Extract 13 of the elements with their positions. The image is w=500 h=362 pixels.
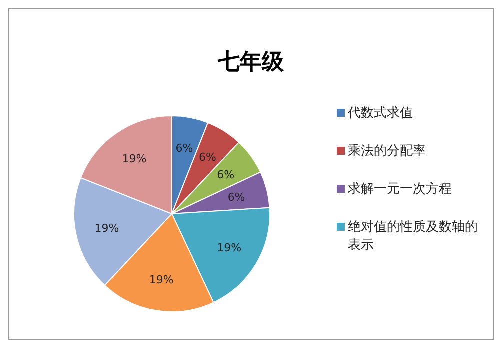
data-label: 19% [217,241,242,254]
legend-label: 乘法的分配率 [348,143,426,160]
chart-title: 七年级 [216,48,285,77]
data-label: 6% [176,142,194,156]
legend-label: 代数式求值 [348,105,413,122]
data-label: 6% [198,151,216,164]
data-label: 6% [217,168,235,182]
data-label: 6% [228,190,246,204]
legend-label: 求解一元一次方程 [348,181,452,198]
data-label: 19% [94,222,120,236]
data-label: 19% [122,152,147,166]
data-label: 19% [149,273,174,286]
legend-label: 绝对值的性质及数轴的表示 [348,219,479,254]
